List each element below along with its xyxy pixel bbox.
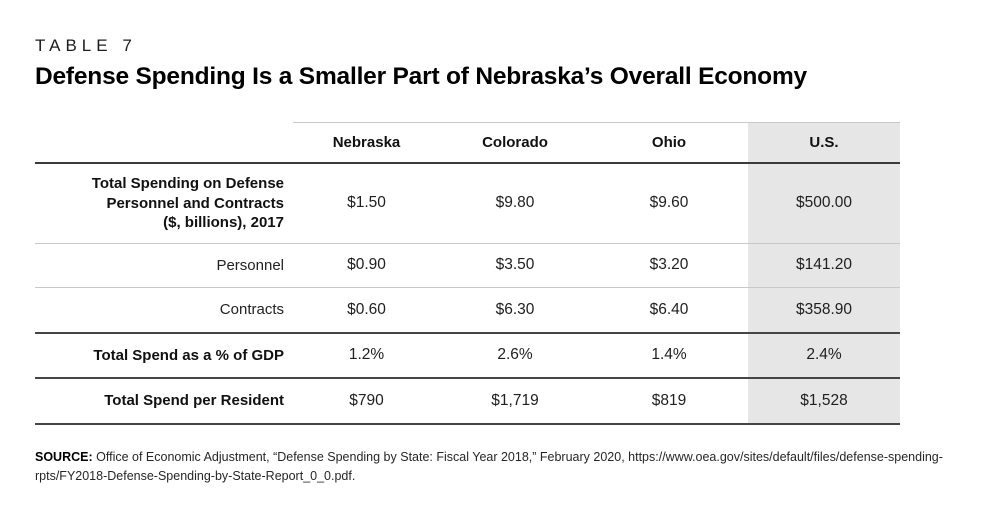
column-header-nebraska: Nebraska xyxy=(293,122,440,164)
cell-value: $790 xyxy=(293,377,440,424)
cell-value: $1,719 xyxy=(440,377,590,424)
column-header-ohio: Ohio xyxy=(590,122,748,164)
table-row: Total Spend as a % of GDP 1.2% 2.6% 1.4% 2.4… xyxy=(35,331,900,378)
column-header-colorado: Colorado xyxy=(440,122,590,164)
source-note: SOURCE: Office of Economic Adjustment, “… xyxy=(35,448,965,487)
cell-value: $9.60 xyxy=(649,194,689,212)
row-label: Total Spend as a % of GDP xyxy=(35,331,293,378)
cell-value: $9.80 xyxy=(495,194,535,212)
cell-value: $358.90 xyxy=(748,287,900,333)
cell-value: $0.90 xyxy=(293,242,440,288)
row-label-header xyxy=(35,122,293,164)
table-row: Total Spend per Resident $790 $1,719 $819 $1… xyxy=(35,377,900,424)
table-row: Personnel $0.90 $3.50 $3.20 $141.20 xyxy=(35,242,900,288)
row-label: Total Spending on Defense Personnel and … xyxy=(91,175,284,231)
row-label: Personnel xyxy=(35,242,293,288)
source-label: SOURCE: xyxy=(35,449,93,464)
cell-value: $500.00 xyxy=(748,163,900,243)
cell-value: $6.30 xyxy=(440,287,590,333)
cell-value: 1.2% xyxy=(293,331,440,378)
cell-value: $3.50 xyxy=(440,242,590,288)
report-table-figure: TABLE 7 Defense Spending Is a Smaller Pa… xyxy=(35,36,965,487)
cell-value: $819 xyxy=(590,377,748,424)
table-row: Total Spending on Defense Personnel and … xyxy=(35,163,900,243)
source-text: Office of Economic Adjustment, “Defense … xyxy=(35,449,943,483)
cell-value: $141.20 xyxy=(748,242,900,288)
header-row: Nebraska Colorado Ohio U.S. xyxy=(35,122,900,164)
column-header-u-s: U.S. xyxy=(748,122,900,164)
table-row: Contracts $0.60 $6.30 $6.40 $358.90 xyxy=(35,287,900,333)
cell-value: 2.4% xyxy=(748,331,900,378)
cell-value: $0.60 xyxy=(293,287,440,333)
defense-spending-table: Nebraska Colorado Ohio U.S. Total Spending … xyxy=(35,122,900,425)
cell-value: $1.50 xyxy=(347,194,386,212)
table-number: TABLE 7 xyxy=(35,36,137,55)
cell-value: 1.4% xyxy=(590,331,748,378)
cell-value: $1,528 xyxy=(748,377,900,424)
cell-value: 2.6% xyxy=(440,331,590,378)
row-label: Total Spend per Resident xyxy=(35,377,293,424)
row-label: Contracts xyxy=(35,287,293,333)
table-title: Defense Spending Is a Smaller Part of Ne… xyxy=(35,63,807,90)
cell-value: $6.40 xyxy=(590,287,748,333)
cell-value: $3.20 xyxy=(590,242,748,288)
